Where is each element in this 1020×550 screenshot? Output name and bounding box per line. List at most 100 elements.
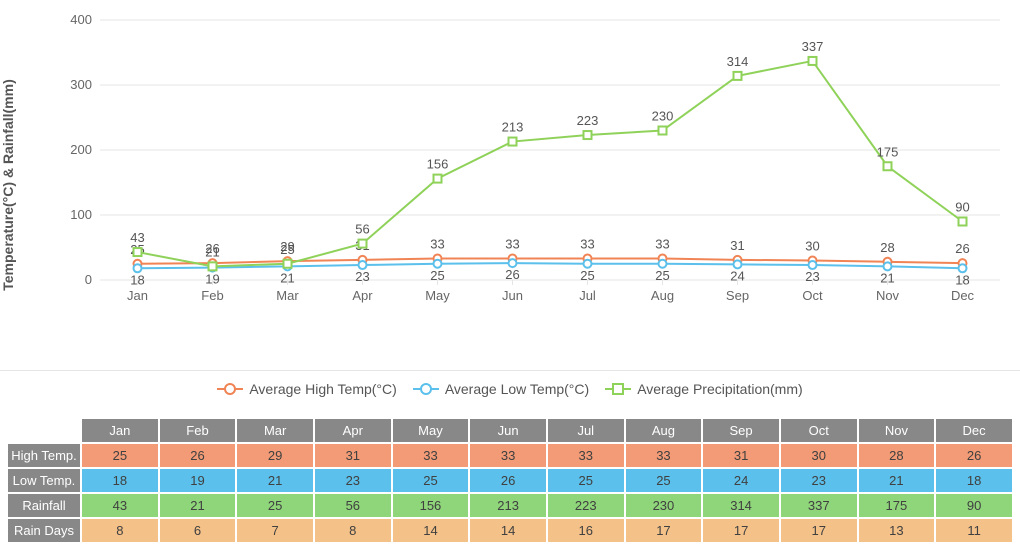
cell: 8 [315, 519, 391, 542]
svg-text:21: 21 [880, 270, 894, 285]
table-col-apr: Apr [315, 419, 391, 442]
cell: 26 [160, 444, 236, 467]
cell: 8 [82, 519, 158, 542]
svg-text:Nov: Nov [876, 288, 900, 303]
cell: 213 [470, 494, 546, 517]
svg-text:31: 31 [730, 238, 744, 253]
cell: 25 [82, 444, 158, 467]
svg-text:230: 230 [652, 109, 674, 124]
svg-text:0: 0 [85, 272, 92, 287]
svg-text:25: 25 [280, 242, 294, 257]
cell: 56 [315, 494, 391, 517]
cell: 16 [548, 519, 624, 542]
svg-text:25: 25 [430, 268, 444, 283]
cell: 18 [936, 469, 1012, 492]
cell: 7 [237, 519, 313, 542]
cell: 175 [859, 494, 935, 517]
table-row-low: Low Temp.181921232526252524232118 [8, 469, 1012, 492]
cell: 43 [82, 494, 158, 517]
cell: 23 [315, 469, 391, 492]
svg-text:Jun: Jun [502, 288, 523, 303]
cell: 31 [315, 444, 391, 467]
cell: 33 [626, 444, 702, 467]
cell: 26 [470, 469, 546, 492]
table-corner [8, 419, 80, 442]
table-row-days: Rain Days86781414161717171311 [8, 519, 1012, 542]
cell: 25 [393, 469, 469, 492]
table-col-jul: Jul [548, 419, 624, 442]
legend-item-low[interactable]: Average Low Temp(°C) [413, 381, 589, 397]
svg-text:May: May [425, 288, 450, 303]
svg-text:33: 33 [430, 237, 444, 252]
svg-text:33: 33 [505, 237, 519, 252]
svg-text:314: 314 [727, 54, 749, 69]
data-table: JanFebMarAprMayJunJulAugSepOctNovDecHigh… [6, 417, 1014, 544]
svg-text:337: 337 [802, 39, 824, 54]
cell: 33 [548, 444, 624, 467]
svg-text:24: 24 [730, 268, 744, 283]
svg-text:Feb: Feb [201, 288, 223, 303]
svg-text:90: 90 [955, 200, 969, 215]
cell: 230 [626, 494, 702, 517]
svg-text:300: 300 [70, 77, 92, 92]
cell: 156 [393, 494, 469, 517]
cell: 23 [781, 469, 857, 492]
svg-text:25: 25 [655, 268, 669, 283]
cell: 33 [393, 444, 469, 467]
cell: 13 [859, 519, 935, 542]
cell: 21 [237, 469, 313, 492]
legend: Average High Temp(°C) Average Low Temp(°C… [0, 371, 1020, 413]
cell: 11 [936, 519, 1012, 542]
cell: 24 [703, 469, 779, 492]
table-col-nov: Nov [859, 419, 935, 442]
legend-item-precip[interactable]: Average Precipitation(mm) [605, 381, 802, 397]
svg-text:26: 26 [955, 241, 969, 256]
cell: 18 [82, 469, 158, 492]
svg-text:156: 156 [427, 157, 449, 172]
svg-text:Mar: Mar [276, 288, 299, 303]
svg-text:33: 33 [580, 237, 594, 252]
table-col-may: May [393, 419, 469, 442]
svg-text:Apr: Apr [352, 288, 373, 303]
svg-text:Aug: Aug [651, 288, 674, 303]
svg-text:56: 56 [355, 222, 369, 237]
svg-text:213: 213 [502, 120, 524, 135]
svg-text:Jul: Jul [579, 288, 596, 303]
cell: 314 [703, 494, 779, 517]
y-axis-label: Temperature(°C) & Rainfall(mm) [0, 79, 16, 290]
svg-text:200: 200 [70, 142, 92, 157]
cell: 28 [859, 444, 935, 467]
data-table-wrap: JanFebMarAprMayJunJulAugSepOctNovDecHigh… [0, 413, 1020, 550]
svg-text:175: 175 [877, 144, 899, 159]
table-col-dec: Dec [936, 419, 1012, 442]
svg-text:400: 400 [70, 12, 92, 27]
legend-label: Average High Temp(°C) [249, 381, 396, 397]
svg-text:30: 30 [805, 239, 819, 254]
cell: 26 [936, 444, 1012, 467]
cell: 19 [160, 469, 236, 492]
svg-text:223: 223 [577, 113, 599, 128]
svg-text:Sep: Sep [726, 288, 749, 303]
chart-svg: 0100200300400JanFebMarAprMayJunJulAugSep… [60, 10, 1010, 320]
row-head-days: Rain Days [8, 519, 80, 542]
legend-label: Average Precipitation(mm) [637, 381, 802, 397]
cell: 90 [936, 494, 1012, 517]
table-col-feb: Feb [160, 419, 236, 442]
svg-text:28: 28 [880, 240, 894, 255]
cell: 21 [859, 469, 935, 492]
cell: 14 [393, 519, 469, 542]
cell: 223 [548, 494, 624, 517]
svg-text:26: 26 [505, 267, 519, 282]
cell: 14 [470, 519, 546, 542]
svg-text:18: 18 [955, 272, 969, 287]
cell: 17 [781, 519, 857, 542]
svg-text:25: 25 [580, 268, 594, 283]
cell: 21 [160, 494, 236, 517]
legend-item-high[interactable]: Average High Temp(°C) [217, 381, 396, 397]
svg-text:23: 23 [805, 269, 819, 284]
table-col-mar: Mar [237, 419, 313, 442]
table-row-rain: Rainfall4321255615621322323031433717590 [8, 494, 1012, 517]
cell: 25 [237, 494, 313, 517]
legend-label: Average Low Temp(°C) [445, 381, 589, 397]
svg-text:23: 23 [355, 269, 369, 284]
